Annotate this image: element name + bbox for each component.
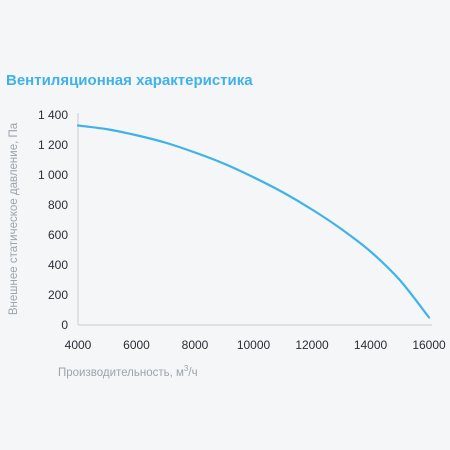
y-tick-label: 400 [48, 258, 68, 272]
x-tick-label: 10000 [237, 338, 271, 352]
y-tick-label: 0 [61, 318, 68, 332]
x-axis-label-suffix: /ч [188, 367, 197, 379]
y-axis-label: Внешнее статическое давление, Па [8, 122, 20, 315]
x-tick-label: 14000 [354, 338, 388, 352]
chart-title: Вентиляционная характеристика [6, 72, 253, 89]
x-tick-labels: 4000 6000 8000 10000 12000 14000 16000 [65, 338, 446, 352]
x-tick-label: 16000 [412, 338, 446, 352]
x-axis-label: Производительность, м3/ч [58, 364, 198, 379]
x-tick-label: 8000 [182, 338, 209, 352]
y-tick-label: 1 200 [38, 138, 68, 152]
series-line [76, 124, 431, 319]
y-tick-labels: 0 200 400 600 800 1 000 1 200 1 400 [38, 108, 68, 332]
x-axis-label-superscript: 3 [184, 364, 189, 373]
y-tick-label: 200 [48, 288, 68, 302]
x-axis-label-main: Производительность, м [58, 367, 184, 379]
x-tick-label: 6000 [123, 338, 150, 352]
x-tick-label: 4000 [65, 338, 92, 352]
y-tick-label: 600 [48, 228, 68, 242]
x-tick-label: 12000 [295, 338, 329, 352]
y-tick-label: 1 400 [38, 108, 68, 122]
y-tick-label: 800 [48, 198, 68, 212]
y-tick-label: 1 000 [38, 168, 68, 182]
